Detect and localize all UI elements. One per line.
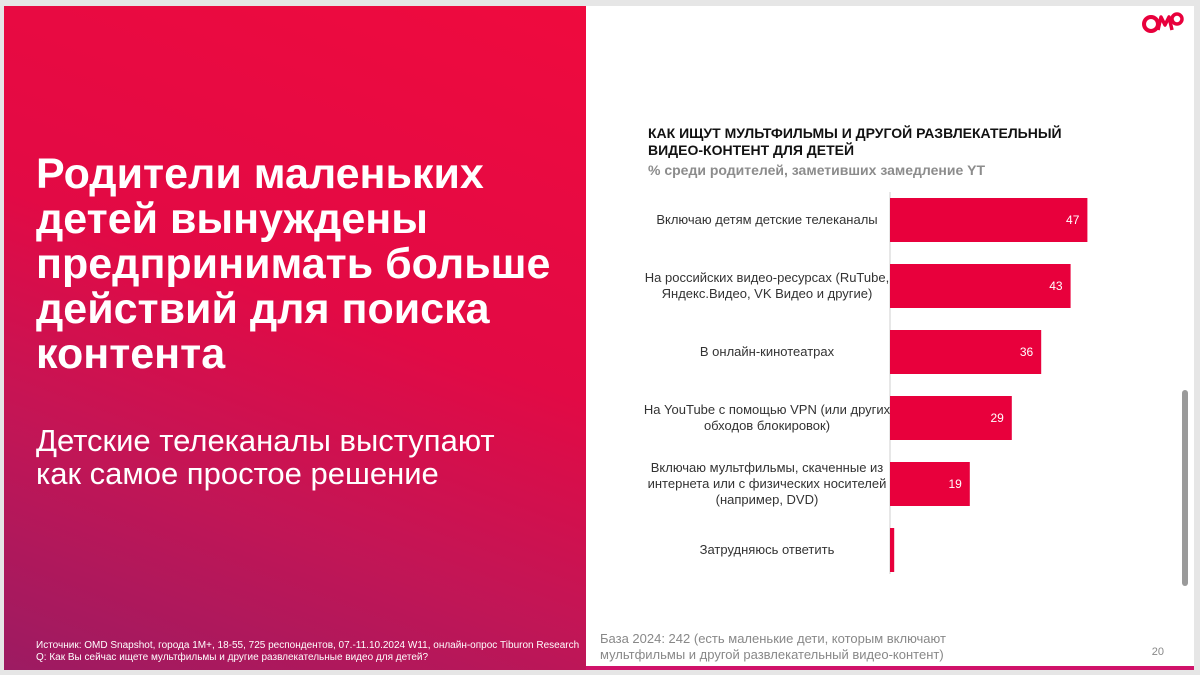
bar-1 (890, 198, 1088, 242)
category-label-6: Затрудняюсь ответить (700, 542, 835, 557)
source-line-1: Источник: OMD Snapshot, города 1M+, 18-5… (36, 640, 580, 651)
category-label-1: Включаю детям детские телеканалы (656, 212, 877, 227)
source-note: Источник: OMD Snapshot, города 1M+, 18-5… (36, 640, 596, 664)
category-label-3: В онлайн-кинотеатрах (700, 344, 835, 359)
category-label-4: На YouTube с помощью VPN (или других обхо… (644, 402, 891, 433)
base-note: База 2024: 242 (есть маленькие дети, кот… (600, 631, 946, 662)
bar-6 (890, 528, 895, 572)
left-panel: Родители маленьких детей вынуждены предп… (4, 6, 586, 670)
bar-chart: 47 Включаю детям детские телеканалы 43 На р… (644, 192, 1088, 574)
slide: Родители маленьких детей вынуждены предп… (4, 6, 1194, 670)
data-label-1: 47 (1066, 213, 1080, 227)
source-line-2: Q: Как Вы сейчас ищете мультфильмы и дру… (36, 652, 429, 663)
data-label-2: 43 (1049, 279, 1063, 293)
category-label-2: На российских видео-ресурсах (RuTube, Янд… (645, 270, 889, 301)
bar-2 (890, 264, 1071, 308)
data-label-5: 19 (948, 477, 962, 491)
headline: Родители маленьких детей вынуждены предп… (36, 150, 551, 378)
chart-title: КАК ИЩУТ МУЛЬТФИЛЬМЫ И ДРУГОЙ РАЗВЛЕКАТЕ… (648, 125, 1062, 158)
data-label-4: 29 (990, 411, 1004, 425)
subheadline: Детские телеканалы выступают как самое п… (36, 423, 495, 491)
page-number: 20 (1151, 646, 1164, 658)
bar-5 (890, 462, 970, 506)
bar-3 (890, 330, 1042, 374)
chart-subtitle: % среди родителей, заметивших замедление… (648, 162, 986, 178)
category-label-5: Включаю мультфильмы, скаченные из интерне… (648, 460, 887, 507)
scrollbar[interactable] (1182, 390, 1188, 586)
data-label-3: 36 (1020, 345, 1034, 359)
bottom-accent-bar (586, 666, 1194, 670)
omd-logo-icon (1142, 12, 1184, 33)
bar-4 (890, 396, 1012, 440)
